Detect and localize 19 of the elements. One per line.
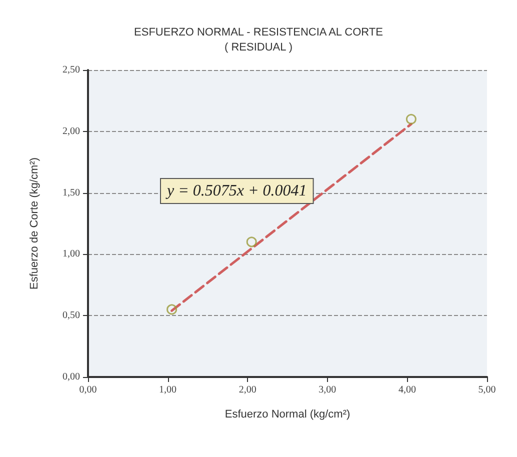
x-axis-title: Esfuerzo Normal (kg/cm²)	[224, 408, 350, 420]
annotation: y = 0.5075x + 0.0041	[165, 182, 307, 200]
chart-title: ESFUERZO NORMAL - RESISTENCIA AL CORTE ( RESIDUAL )	[134, 26, 383, 54]
x-tick-label: 1,00	[159, 384, 177, 396]
y-tick-label: 1,50	[62, 187, 80, 198]
y-tick-label: 0,50	[62, 310, 80, 322]
x-tick-label: 4,00	[398, 384, 416, 396]
y-tick-label: 2,50	[62, 64, 80, 76]
point	[406, 114, 416, 124]
x-tick-label: 3,00	[318, 384, 336, 396]
y-tick-label: 2,00	[62, 126, 80, 137]
y-axis-title: Esfuerzo de Corte (kg/cm²)	[28, 157, 40, 290]
x-tick-label: 0,00	[79, 384, 97, 396]
x-tick-label: 5,00	[478, 384, 496, 396]
y-tick-label: 0,00	[62, 372, 80, 382]
y-tick-label: 1,00	[62, 248, 80, 260]
point	[246, 236, 257, 248]
point	[166, 304, 178, 315]
x-tick-label: 2,00	[238, 384, 256, 396]
